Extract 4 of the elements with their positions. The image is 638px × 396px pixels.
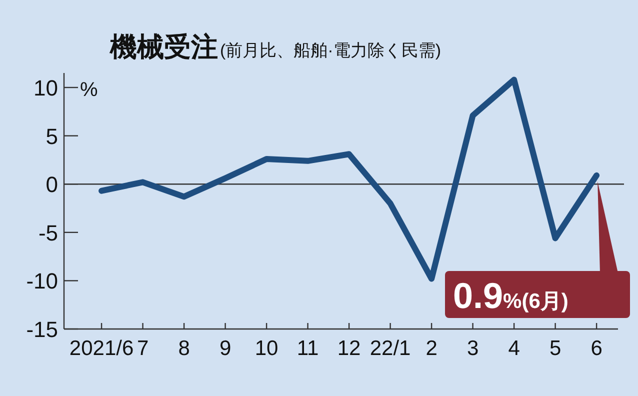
subtitle: (前月比、船舶·電力除く民需) bbox=[220, 41, 441, 60]
title: 機械受注 bbox=[110, 32, 218, 62]
ylabel: % bbox=[80, 79, 98, 101]
annotation: 0.9%(6月) bbox=[453, 275, 568, 316]
